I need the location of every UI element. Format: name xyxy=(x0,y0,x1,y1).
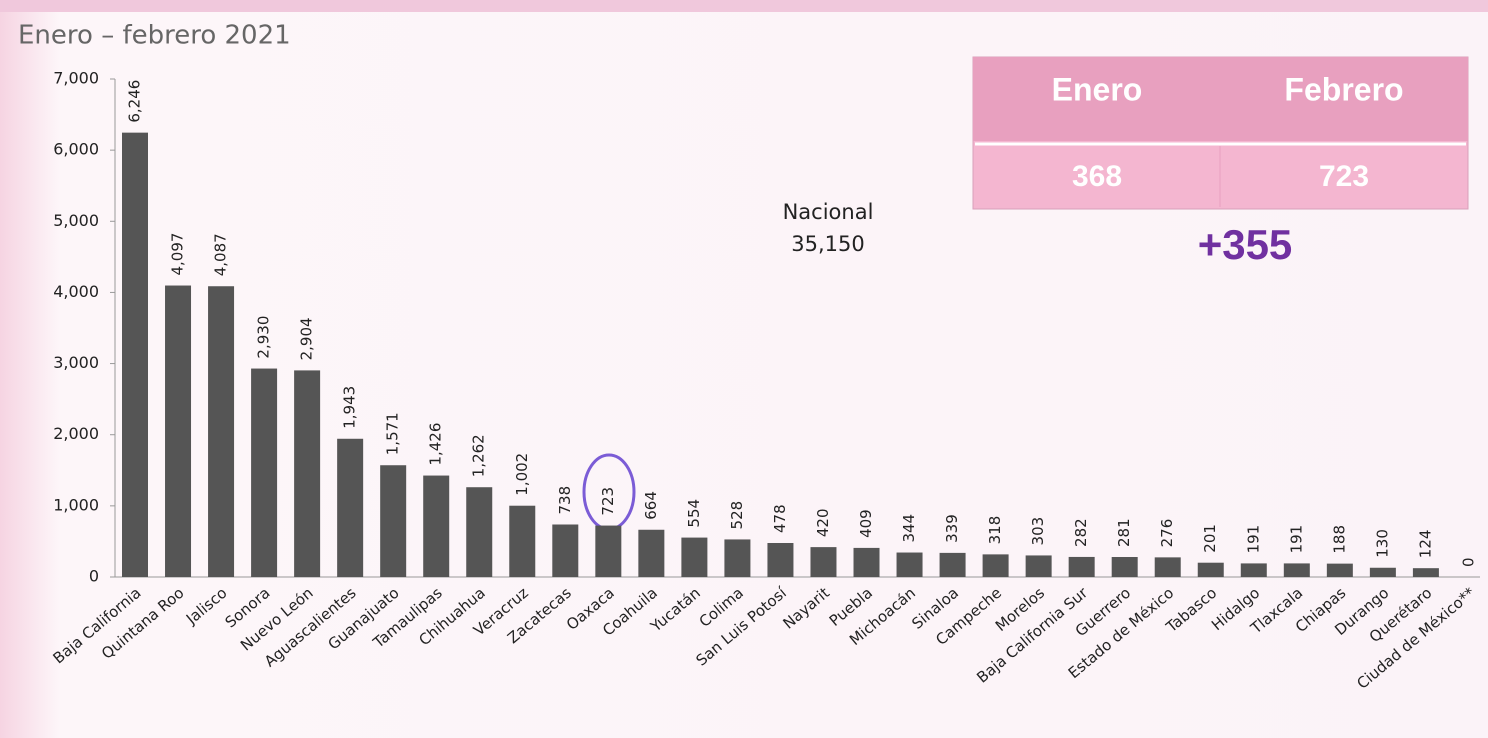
annotation: 35,150 xyxy=(791,232,864,256)
bar xyxy=(423,475,450,577)
value-label: 4,097 xyxy=(169,233,187,276)
value-label: 1,943 xyxy=(341,386,359,429)
bar xyxy=(1154,557,1181,577)
value-label: 6,246 xyxy=(126,80,144,123)
table-header-cell: Febrero xyxy=(1284,71,1403,107)
bar xyxy=(853,547,880,577)
bar xyxy=(767,542,794,577)
value-label: 191 xyxy=(1244,525,1262,554)
chart-title: Enero – febrero 2021 xyxy=(18,21,291,51)
change-label: +355 xyxy=(1198,221,1293,268)
bar xyxy=(1111,557,1138,577)
value-label: 528 xyxy=(728,501,746,530)
bar xyxy=(1068,556,1095,577)
bar xyxy=(1197,562,1224,577)
annotation: Nacional xyxy=(783,200,874,224)
bar xyxy=(552,524,579,577)
bar xyxy=(638,529,665,577)
summary-table: Enero Febrero 368 723 xyxy=(972,56,1469,210)
bar xyxy=(681,537,708,577)
bar xyxy=(1326,563,1353,577)
bar xyxy=(1283,563,1310,577)
bar xyxy=(939,552,966,577)
y-tick-label: 1,000 xyxy=(53,495,99,514)
table-header-cell: Enero xyxy=(1052,71,1143,107)
bar xyxy=(337,438,364,577)
value-label: 1,571 xyxy=(384,412,402,455)
bar xyxy=(1025,555,1052,577)
value-label: 1,262 xyxy=(470,434,488,477)
value-label: 130 xyxy=(1373,529,1391,558)
value-label: 276 xyxy=(1158,519,1176,548)
top-band xyxy=(0,0,1488,12)
table-cell: 368 xyxy=(1072,160,1122,193)
bar xyxy=(1369,567,1396,577)
value-label: 2,904 xyxy=(298,317,316,360)
value-label: 188 xyxy=(1330,525,1348,554)
value-label: 554 xyxy=(685,499,703,528)
value-label: 723 xyxy=(599,487,617,516)
value-label: 738 xyxy=(556,486,574,515)
y-tick-label: 6,000 xyxy=(53,140,99,159)
y-tick-label: 0 xyxy=(89,567,99,586)
value-label: 1,426 xyxy=(427,423,445,466)
bar xyxy=(982,554,1009,577)
bar xyxy=(294,370,321,577)
value-label: 281 xyxy=(1115,518,1133,547)
bar xyxy=(208,286,235,577)
value-label: 2,930 xyxy=(255,316,273,359)
bar xyxy=(1240,563,1267,577)
y-tick-label: 5,000 xyxy=(53,211,99,230)
value-label: 124 xyxy=(1416,530,1434,559)
bar xyxy=(595,525,622,577)
value-label: 478 xyxy=(771,504,789,533)
value-label: 409 xyxy=(857,509,875,538)
bar xyxy=(165,285,192,577)
bar xyxy=(896,552,923,577)
value-label: 282 xyxy=(1072,518,1090,547)
bar xyxy=(810,547,837,577)
value-label: 339 xyxy=(943,514,961,543)
value-label: 0 xyxy=(1459,557,1477,567)
bar xyxy=(380,465,407,577)
bar xyxy=(251,368,278,577)
value-label: 303 xyxy=(1029,517,1047,546)
value-label: 4,087 xyxy=(212,233,230,276)
value-label: 664 xyxy=(642,491,660,520)
value-label: 344 xyxy=(900,514,918,543)
bar xyxy=(466,487,493,577)
bar xyxy=(509,505,536,577)
y-tick-label: 7,000 xyxy=(53,69,99,88)
bar xyxy=(122,132,148,577)
y-tick-label: 2,000 xyxy=(53,424,99,443)
value-label: 201 xyxy=(1201,524,1219,553)
y-tick-label: 3,000 xyxy=(53,353,99,372)
value-label: 191 xyxy=(1287,525,1305,554)
value-label: 318 xyxy=(986,516,1004,545)
bar xyxy=(724,539,751,577)
table-cell: 723 xyxy=(1319,160,1369,193)
value-label: 420 xyxy=(814,508,832,537)
value-label: 1,002 xyxy=(513,453,531,496)
table-header xyxy=(973,57,1468,141)
bar xyxy=(1412,568,1439,577)
y-tick-label: 4,000 xyxy=(53,282,99,301)
